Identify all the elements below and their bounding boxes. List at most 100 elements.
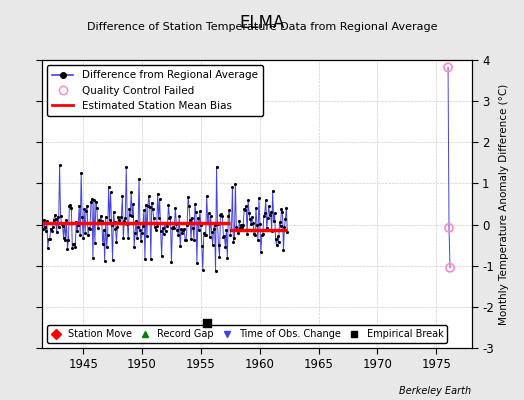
Point xyxy=(152,223,161,230)
Point xyxy=(271,236,280,242)
Point xyxy=(257,248,265,255)
Point xyxy=(253,222,261,228)
Point xyxy=(157,228,165,234)
Point xyxy=(242,203,250,210)
Point xyxy=(101,258,109,264)
Point xyxy=(81,230,89,236)
Point xyxy=(173,227,181,233)
Point xyxy=(216,211,225,218)
Point xyxy=(231,180,239,187)
Point xyxy=(143,233,151,239)
Point xyxy=(62,217,71,223)
Point xyxy=(275,239,283,245)
Point xyxy=(195,208,204,214)
Point xyxy=(84,232,92,238)
Point xyxy=(120,218,128,224)
Point xyxy=(52,229,61,235)
Point xyxy=(165,214,173,221)
Point xyxy=(235,218,244,224)
Point xyxy=(124,235,133,242)
Point xyxy=(64,237,73,243)
Point xyxy=(57,221,66,228)
Point xyxy=(72,218,81,225)
Point xyxy=(78,214,86,220)
Point xyxy=(190,236,198,243)
Point xyxy=(90,196,98,203)
Point xyxy=(174,232,182,238)
Point xyxy=(445,225,453,231)
Point xyxy=(259,231,267,237)
Point xyxy=(218,213,226,219)
Point xyxy=(277,206,286,212)
Point xyxy=(107,222,116,228)
Point xyxy=(243,230,252,237)
Point xyxy=(138,230,146,236)
Point xyxy=(182,237,190,243)
Point xyxy=(272,242,281,248)
Point xyxy=(281,216,290,222)
Point xyxy=(275,219,283,225)
Point xyxy=(238,224,246,230)
Point xyxy=(41,228,50,234)
Point xyxy=(175,213,183,220)
Point xyxy=(122,164,130,170)
Point xyxy=(68,245,77,252)
Point xyxy=(132,218,140,224)
Point xyxy=(167,258,176,265)
Point xyxy=(80,205,89,212)
Point xyxy=(149,215,158,222)
Point xyxy=(100,226,108,233)
Point xyxy=(270,210,279,216)
Point xyxy=(88,195,96,202)
Point xyxy=(224,212,233,219)
Point xyxy=(247,221,255,227)
Point xyxy=(222,227,231,233)
Point xyxy=(89,255,97,261)
Point xyxy=(265,203,273,210)
Point xyxy=(119,235,127,242)
Point xyxy=(210,222,219,228)
Point xyxy=(180,226,188,232)
Point xyxy=(40,217,48,223)
Point xyxy=(282,204,291,211)
Point xyxy=(172,220,180,227)
Point xyxy=(184,193,192,200)
Point xyxy=(49,217,58,223)
Point xyxy=(127,189,135,196)
Point xyxy=(144,203,152,210)
Point xyxy=(121,215,129,221)
Point xyxy=(185,203,193,209)
Point xyxy=(155,214,163,221)
Point xyxy=(269,218,278,224)
Point xyxy=(196,222,205,228)
Point xyxy=(39,226,47,232)
Point xyxy=(189,224,197,231)
Point xyxy=(86,226,94,232)
Point xyxy=(211,268,220,274)
Point xyxy=(65,203,73,209)
Point xyxy=(220,233,228,240)
Point xyxy=(165,202,173,208)
Point xyxy=(248,214,256,220)
Point xyxy=(83,203,91,209)
Point xyxy=(191,201,199,208)
Point xyxy=(162,220,171,226)
Point xyxy=(160,220,169,227)
Point xyxy=(133,235,141,242)
Point xyxy=(93,204,101,211)
Point xyxy=(51,216,60,222)
Point xyxy=(221,243,230,250)
Point xyxy=(151,226,160,233)
Point xyxy=(171,205,180,211)
Text: Berkeley Earth: Berkeley Earth xyxy=(399,386,472,396)
Point xyxy=(205,234,214,240)
Point xyxy=(111,219,119,225)
Point xyxy=(76,232,84,238)
Point xyxy=(274,233,282,240)
Point xyxy=(43,244,52,251)
Point xyxy=(250,231,258,237)
Point xyxy=(135,175,143,182)
Point xyxy=(141,256,149,262)
Point xyxy=(241,207,249,213)
Point xyxy=(276,223,285,229)
